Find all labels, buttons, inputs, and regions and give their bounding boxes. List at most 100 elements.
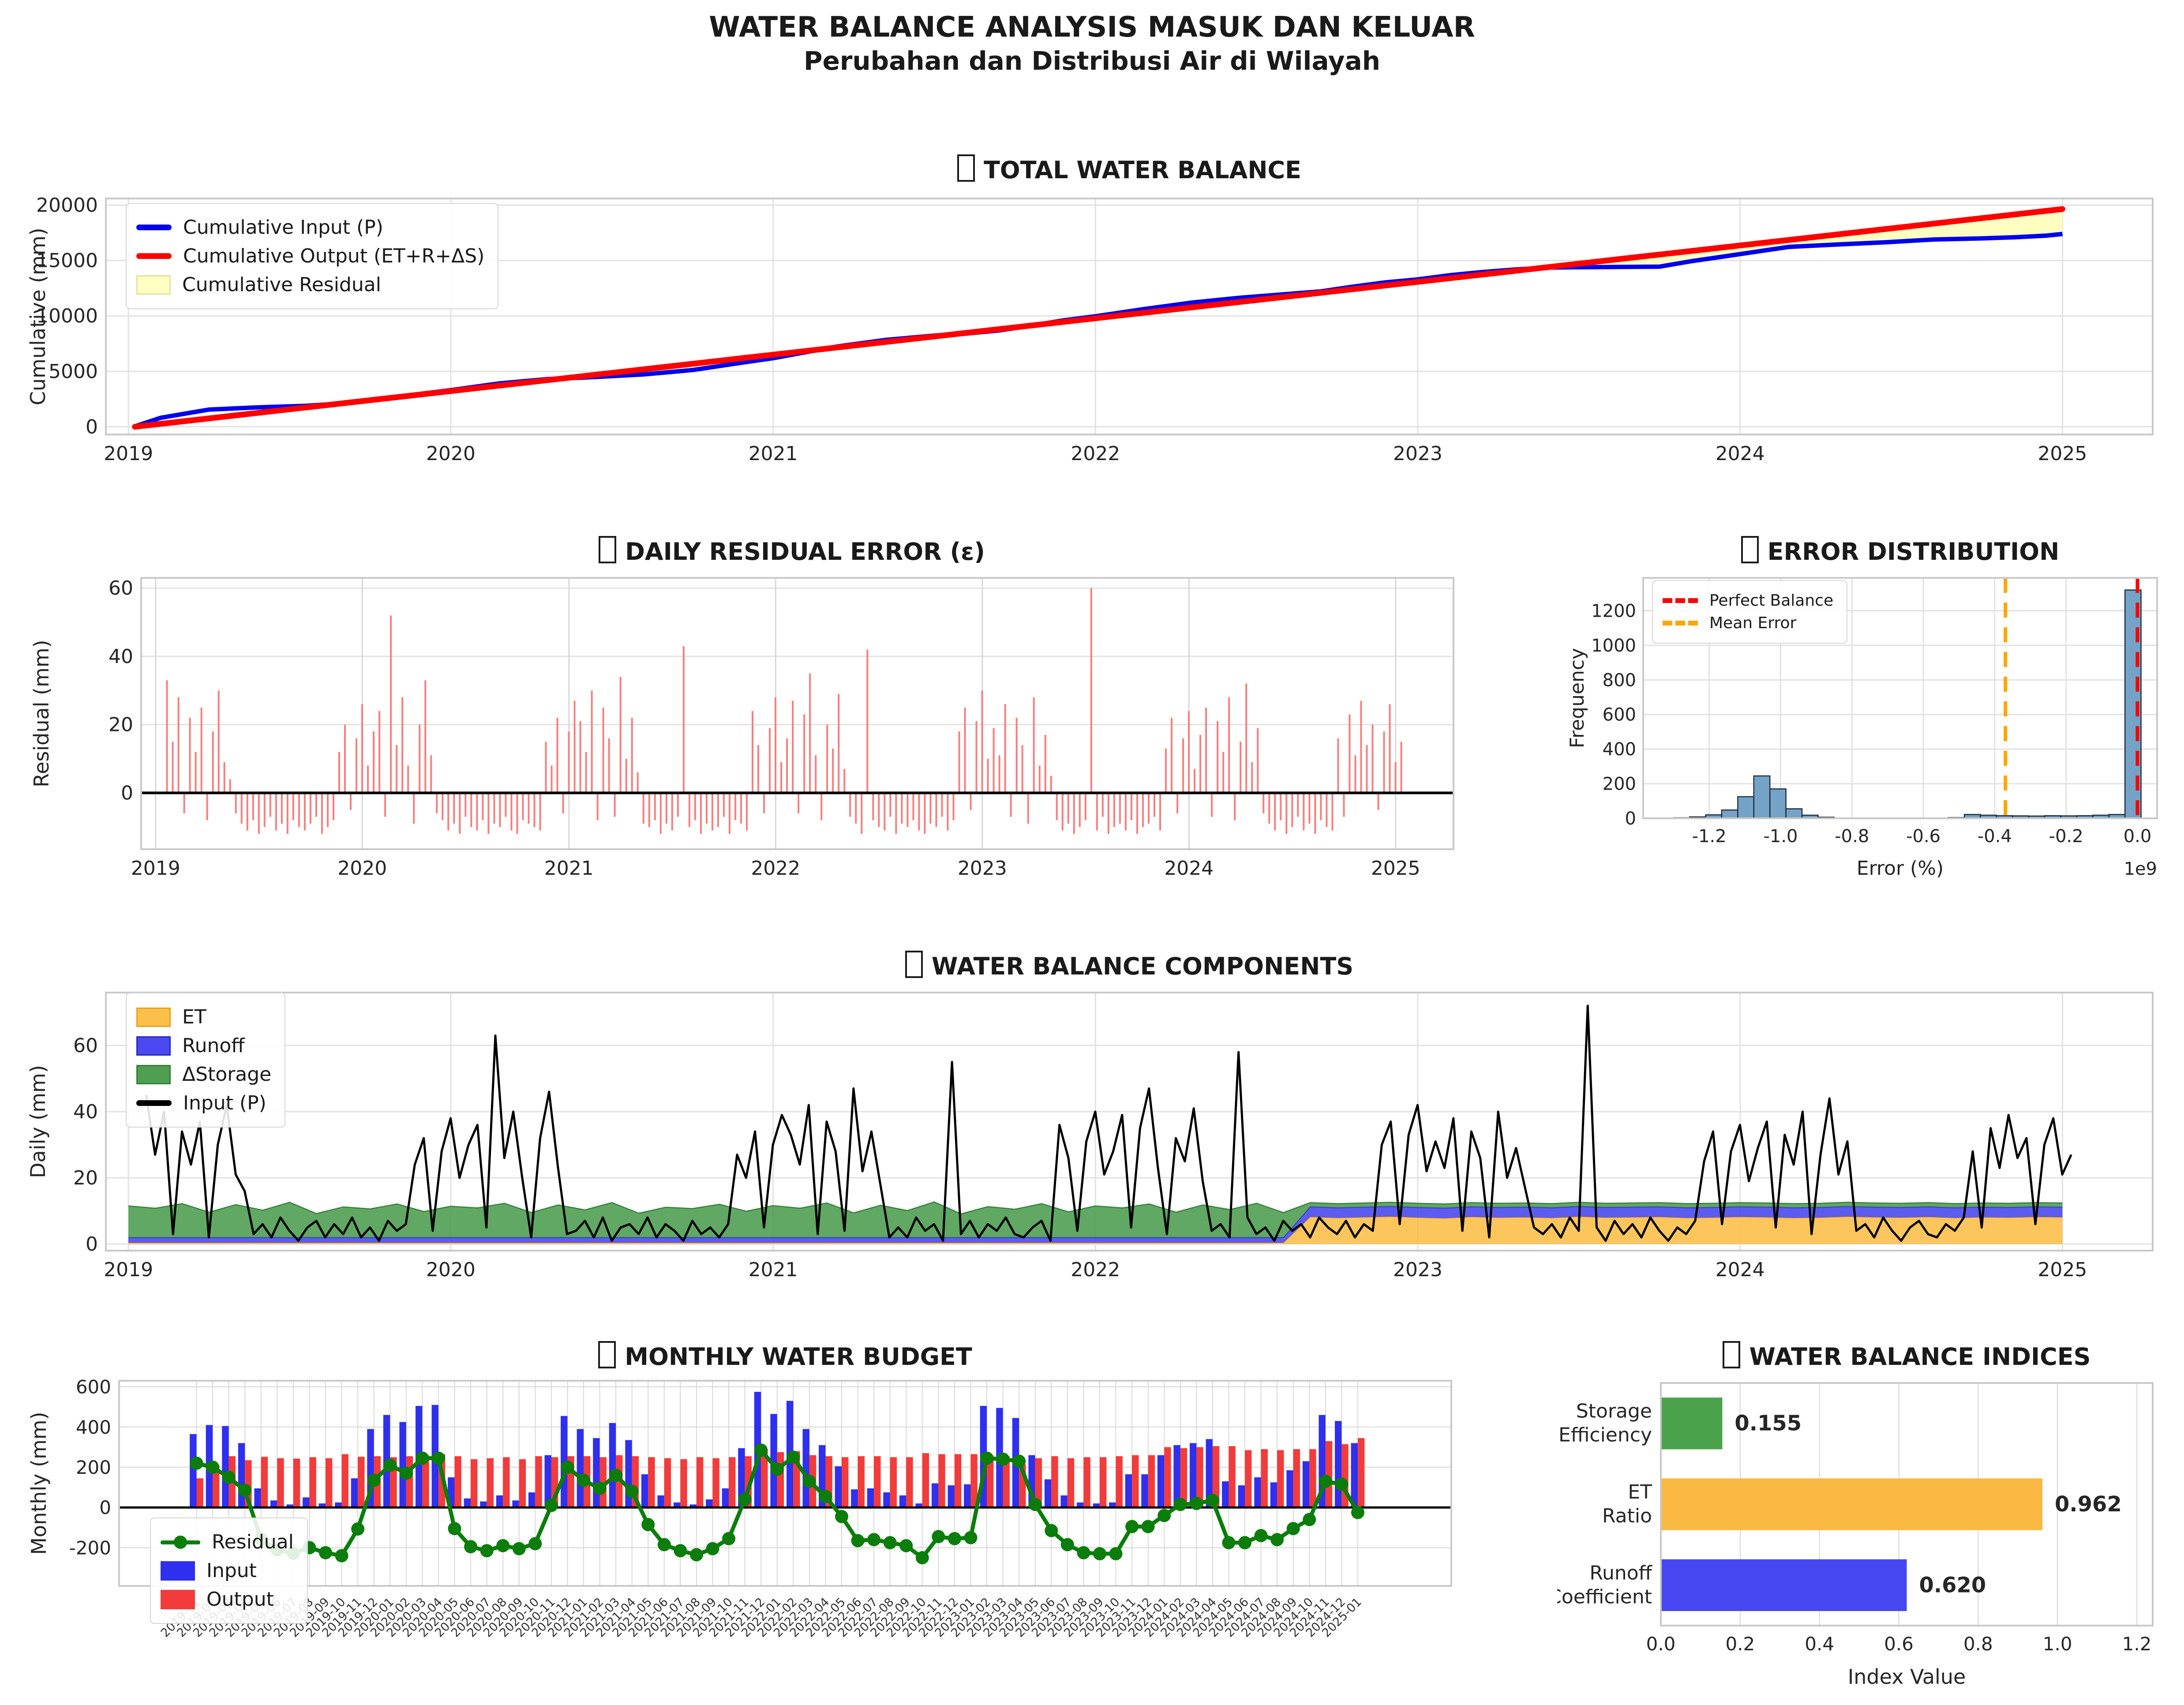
svg-text:2025: 2025	[2038, 1259, 2087, 1281]
chart-panel-monthly-budget: MONTHLY WATER BUDGET Residual Input Output…	[18, 1341, 1465, 1705]
svg-text:0.6: 0.6	[1884, 1633, 1914, 1655]
legend-label: Cumulative Output (ET+R+ΔS)	[183, 245, 485, 267]
svg-text:2025: 2025	[1371, 857, 1420, 880]
svg-text:0.4: 0.4	[1805, 1633, 1834, 1655]
svg-text:10000: 10000	[36, 305, 98, 327]
chart-title-total: TOTAL WATER BALANCE	[106, 154, 2153, 185]
legend-swatch-icon	[136, 1007, 171, 1027]
svg-text:800: 800	[1603, 670, 1636, 690]
legend-item: Cumulative Residual	[136, 274, 484, 296]
missing-emoji-icon	[957, 154, 975, 182]
svg-text:Residual (mm): Residual (mm)	[30, 640, 53, 787]
legend-swatch-icon	[136, 1036, 171, 1056]
legend-swatch-icon	[136, 275, 171, 295]
legend-swatch-icon	[161, 1589, 195, 1609]
legend-swatch-icon	[161, 1535, 200, 1549]
svg-text:-0.2: -0.2	[2049, 826, 2083, 847]
chart-panel-total-water-balance: TOTAL WATER BALANCE Cumulative Input (P)…	[18, 154, 2170, 490]
chart-title-monthly: MONTHLY WATER BUDGET	[119, 1341, 1451, 1372]
chart-title-components: WATER BALANCE COMPONENTS	[106, 951, 2153, 982]
legend-swatch-icon	[136, 1100, 172, 1106]
svg-text:0: 0	[1625, 809, 1636, 829]
svg-text:60: 60	[73, 1034, 98, 1057]
svg-text:2019: 2019	[131, 857, 180, 880]
svg-text:-0.4: -0.4	[1978, 826, 2012, 847]
legend-item: Cumulative Output (ET+R+ΔS)	[136, 245, 484, 267]
missing-emoji-icon	[905, 951, 923, 978]
svg-text:Index Value: Index Value	[1848, 1665, 1966, 1689]
svg-text:0.155: 0.155	[1734, 1411, 1802, 1436]
svg-text:1000: 1000	[1591, 636, 1636, 656]
svg-text:40: 40	[73, 1101, 98, 1123]
svg-text:ET: ET	[1628, 1481, 1652, 1503]
svg-text:1200: 1200	[1591, 601, 1636, 621]
svg-text:20000: 20000	[36, 194, 98, 217]
legend-label: Residual	[212, 1531, 294, 1553]
svg-text:2023: 2023	[1393, 442, 1442, 465]
svg-text:Frequency: Frequency	[1566, 648, 1588, 748]
svg-text:0.8: 0.8	[1963, 1633, 1993, 1655]
legend-label: Input (P)	[183, 1092, 266, 1114]
missing-emoji-icon	[1723, 1341, 1741, 1368]
svg-text:2021: 2021	[544, 857, 594, 880]
legend-label: Perfect Balance	[1709, 592, 1834, 610]
legend-swatch-icon	[161, 1561, 195, 1581]
legend-item: Runoff	[136, 1034, 271, 1057]
legend-label: Input	[206, 1559, 257, 1582]
chart-title-indices: WATER BALANCE INDICES	[1661, 1341, 2153, 1372]
missing-emoji-icon	[1741, 536, 1759, 563]
svg-text:2024: 2024	[1716, 1259, 1765, 1281]
legend-swatch-icon	[136, 253, 172, 259]
svg-text:-0.8: -0.8	[1835, 826, 1869, 847]
legend-label: ET	[182, 1006, 206, 1028]
page-subtitle: Perubahan dan Distribusi Air di Wilayah	[803, 46, 1381, 76]
legend-label: Output	[206, 1588, 274, 1611]
svg-text:60: 60	[109, 577, 133, 600]
svg-text:0.0: 0.0	[2124, 826, 2152, 847]
svg-text:0.0: 0.0	[1646, 1633, 1676, 1655]
svg-text:-1.2: -1.2	[1692, 826, 1727, 847]
svg-text:2025: 2025	[2038, 442, 2087, 465]
svg-text:2022: 2022	[1071, 442, 1120, 465]
legend-label: Mean Error	[1709, 614, 1797, 632]
chart-panel-components: WATER BALANCE COMPONENTS ET Runoff ΔStorag…	[18, 951, 2170, 1304]
svg-text:20: 20	[73, 1167, 98, 1189]
svg-text:600: 600	[76, 1376, 111, 1398]
svg-text:1e9: 1e9	[2124, 859, 2157, 879]
svg-text:2023: 2023	[1393, 1259, 1442, 1281]
legend-label: Cumulative Input (P)	[183, 216, 383, 239]
svg-text:0.962: 0.962	[2055, 1492, 2122, 1517]
svg-text:Storage: Storage	[1576, 1400, 1652, 1423]
legend-total: Cumulative Input (P) Cumulative Output (E…	[126, 203, 499, 309]
legend-item: Output	[161, 1588, 294, 1611]
svg-text:Error (%): Error (%)	[1857, 857, 1944, 880]
svg-text:0: 0	[86, 416, 98, 438]
svg-text:2019: 2019	[104, 442, 153, 465]
chart-panel-daily-residual: DAILY RESIDUAL ERROR (ε) 0 20 40 60 2019 2020…	[18, 536, 1465, 909]
svg-text:200: 200	[1603, 774, 1636, 794]
svg-text:0: 0	[99, 1497, 111, 1518]
legend-label: Cumulative Residual	[182, 274, 381, 296]
svg-text:Coefficient: Coefficient	[1557, 1585, 1652, 1608]
svg-text:400: 400	[76, 1416, 111, 1438]
chart-title-residual: DAILY RESIDUAL ERROR (ε)	[141, 536, 1442, 567]
svg-text:400: 400	[1603, 739, 1636, 760]
svg-text:2022: 2022	[751, 857, 800, 880]
svg-text:0: 0	[86, 1233, 98, 1255]
svg-text:2020: 2020	[426, 1259, 476, 1281]
error-distribution-chart: 0 200 400 600 800 1000 1200 -1.2 -1.0 -0.8 -0.6 -0.…	[1566, 577, 2158, 880]
svg-text:Cumulative (mm): Cumulative (mm)	[26, 228, 50, 405]
legend-label: ΔStorage	[182, 1063, 272, 1086]
svg-text:1.2: 1.2	[2122, 1633, 2152, 1655]
daily-residual-error-chart: 0 20 40 60 2019 2020 2021 2022 2023 2024 2025 Resid…	[30, 577, 1454, 880]
svg-text:Efficiency: Efficiency	[1558, 1424, 1652, 1446]
chart-panel-indices: WATER BALANCE INDICES 0.0 0.2 0.4 0.6 0.8 1.0…	[1557, 1341, 2170, 1705]
svg-text:0.620: 0.620	[1919, 1573, 1986, 1597]
svg-text:1.0: 1.0	[2043, 1633, 2072, 1655]
legend-monthly: Residual Input Output	[150, 1518, 308, 1624]
svg-text:2024: 2024	[1164, 857, 1214, 880]
svg-text:2022: 2022	[1071, 1259, 1120, 1281]
svg-text:20: 20	[109, 714, 133, 736]
